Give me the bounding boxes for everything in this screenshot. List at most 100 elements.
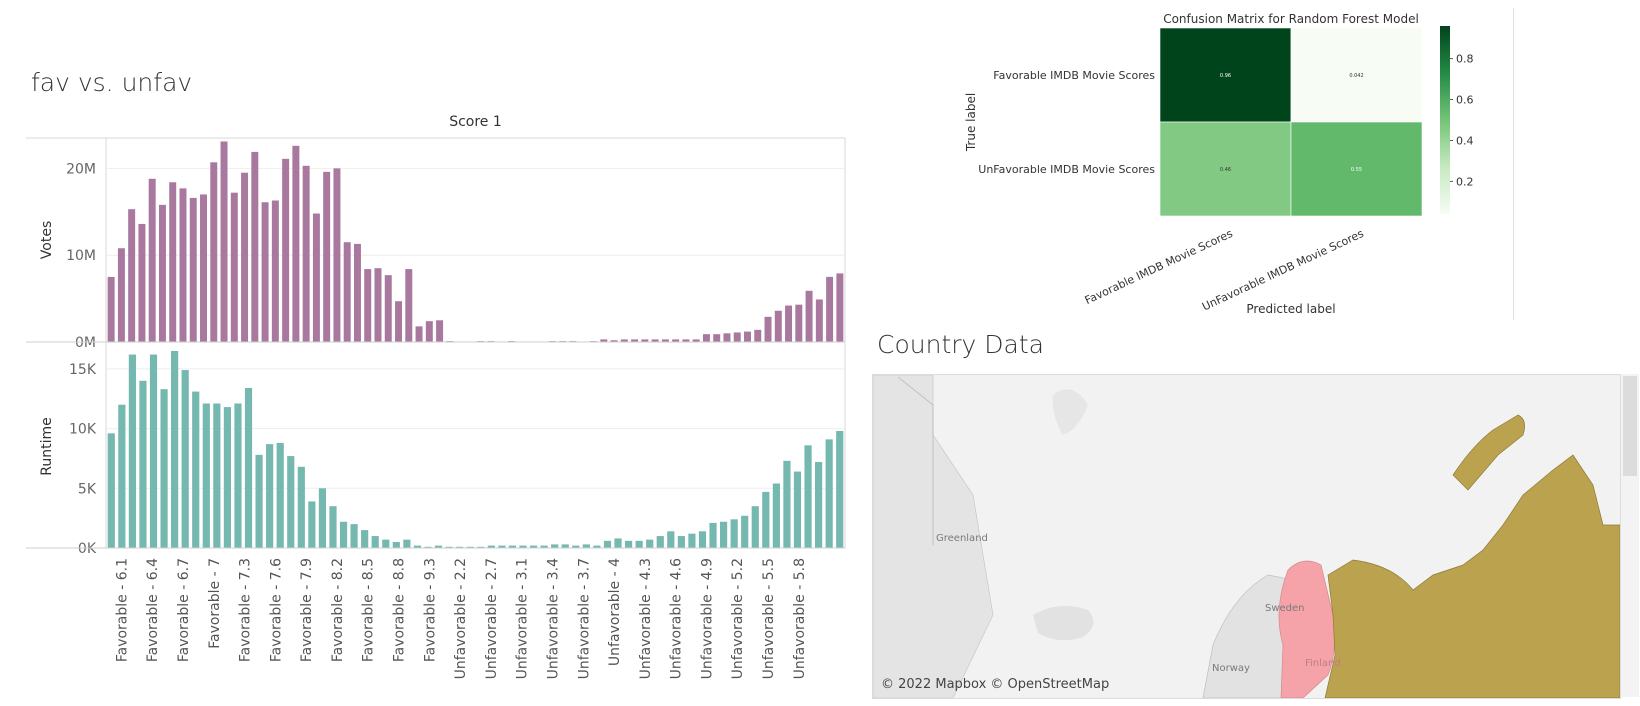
map-scrollbar-thumb[interactable] xyxy=(1623,376,1637,476)
cm-cell-value: 0.46 xyxy=(1220,167,1231,173)
x-tick-label: Favorable - 9.3 xyxy=(422,558,438,662)
bar xyxy=(709,522,717,548)
country-map[interactable]: Greenland Sweden Norway Finland © 2022 M… xyxy=(872,374,1621,699)
bar xyxy=(672,339,680,342)
bar xyxy=(688,533,696,548)
x-tick-label: Unfavorable - 3.4 xyxy=(545,558,561,680)
bar xyxy=(600,339,608,342)
bar xyxy=(682,339,690,342)
bar xyxy=(783,460,791,548)
x-tick-label: Unfavorable - 3.1 xyxy=(515,558,531,679)
x-tick-label: Favorable - 6.4 xyxy=(145,558,161,662)
bar xyxy=(117,248,125,342)
cm-cell-value: 0.55 xyxy=(1351,167,1362,173)
bar xyxy=(641,339,649,342)
bar xyxy=(271,200,279,342)
map-scrollbar[interactable] xyxy=(1620,374,1639,697)
bar xyxy=(297,466,305,548)
bar xyxy=(635,540,643,548)
bar xyxy=(624,540,633,548)
x-tick-label: Favorable - 7.6 xyxy=(268,558,284,662)
bar xyxy=(107,276,115,342)
bar xyxy=(318,488,327,548)
bar xyxy=(139,380,147,548)
cm-cell xyxy=(1159,121,1292,217)
bar xyxy=(343,242,351,342)
novaya-zemlya-shape xyxy=(1452,414,1525,491)
bar xyxy=(138,223,146,342)
bar xyxy=(698,531,707,548)
bar xyxy=(730,519,738,548)
colorbar-tick-label: 0.2 xyxy=(1456,175,1474,188)
bar xyxy=(213,403,221,548)
x-tick-label: Unfavorable - 4 xyxy=(607,558,623,666)
x-tick-label: Unfavorable - 5.2 xyxy=(730,558,746,679)
bar xyxy=(234,403,242,548)
bar xyxy=(434,545,443,548)
bar xyxy=(561,544,569,548)
y-tick-label: 10M xyxy=(66,248,96,264)
bar xyxy=(287,456,295,548)
bar xyxy=(107,433,115,548)
x-tick-label: Unfavorable - 2.2 xyxy=(453,558,469,679)
colorbar-tick-label: 0.4 xyxy=(1456,134,1474,147)
bar xyxy=(723,333,731,342)
cm-title: Confusion Matrix for Random Forest Model xyxy=(1163,12,1419,26)
bar xyxy=(540,545,548,548)
bar xyxy=(171,350,179,548)
bar xyxy=(551,544,559,548)
bar xyxy=(508,545,517,548)
y-tick-label: 0K xyxy=(78,541,97,557)
bar xyxy=(266,444,274,548)
bar xyxy=(646,539,654,548)
bar xyxy=(815,462,823,548)
bar xyxy=(308,501,316,548)
map-attribution[interactable]: © 2022 Mapbox © OpenStreetMap xyxy=(881,677,1110,692)
colorbar xyxy=(1440,26,1450,214)
bar xyxy=(603,540,612,548)
bar xyxy=(744,331,751,342)
bar xyxy=(255,454,263,548)
bar xyxy=(210,162,218,342)
bar xyxy=(415,326,423,342)
bar xyxy=(149,354,158,548)
bar xyxy=(572,545,580,548)
bar xyxy=(350,524,358,548)
cm-cell xyxy=(1290,27,1423,123)
x-tick-label: Unfavorable - 2.7 xyxy=(484,558,500,679)
cm-cell xyxy=(1159,27,1292,123)
bar xyxy=(382,539,390,548)
bar xyxy=(741,515,749,548)
bar xyxy=(179,188,187,342)
bar xyxy=(302,165,310,342)
bar xyxy=(795,304,803,342)
bar xyxy=(774,310,782,342)
bar xyxy=(292,145,300,342)
bar xyxy=(181,370,189,548)
x-tick-label: Favorable - 7.9 xyxy=(299,558,315,662)
bar xyxy=(477,546,485,548)
bar xyxy=(353,243,361,342)
y-axis-title: Votes xyxy=(39,221,55,259)
bar xyxy=(329,506,337,548)
x-tick-label: Favorable - 8.2 xyxy=(330,558,346,662)
bar xyxy=(276,442,284,548)
bar xyxy=(339,521,348,548)
x-tick-label: Favorable - 7.3 xyxy=(238,558,254,662)
bar xyxy=(764,316,772,342)
bar xyxy=(667,531,675,548)
bar xyxy=(836,430,844,548)
bar xyxy=(384,275,392,342)
bar xyxy=(158,204,166,342)
y-tick-label: 15K xyxy=(69,362,97,378)
x-tick-label: Unfavorable - 5.8 xyxy=(792,558,808,679)
x-tick-label: Favorable - 8.8 xyxy=(392,558,408,662)
bar xyxy=(793,471,802,548)
y-tick-label: 20M xyxy=(66,161,96,177)
chart-header: Score 1 xyxy=(449,114,502,130)
greenland-border xyxy=(897,376,934,545)
bar xyxy=(498,545,506,548)
bar xyxy=(333,168,341,342)
bar xyxy=(610,340,618,342)
bar xyxy=(720,521,728,548)
